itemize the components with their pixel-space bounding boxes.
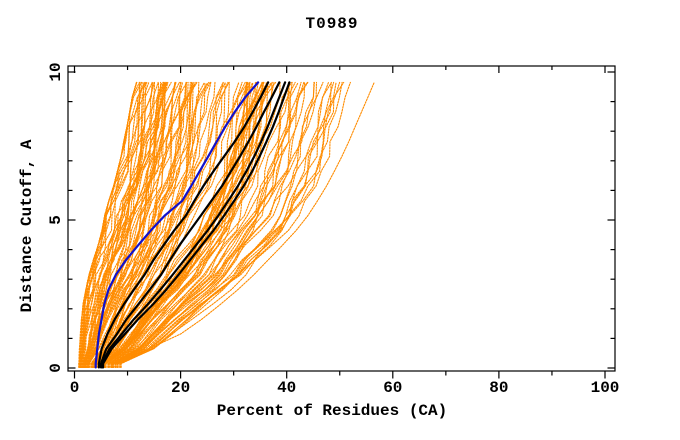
orange-model-curve — [115, 81, 343, 368]
chart-title: T0989 — [305, 15, 359, 33]
x-tick-label: 20 — [170, 379, 191, 397]
orange-model-curve — [84, 81, 154, 368]
x-tick-label: 60 — [383, 379, 403, 397]
orange-model-curve — [117, 81, 332, 368]
x-tick-label: 80 — [489, 379, 509, 397]
x-tick-label: 0 — [69, 379, 80, 397]
orange-model-curve — [81, 81, 169, 368]
orange-model-curve — [103, 81, 265, 368]
orange-model-curve — [95, 81, 198, 368]
orange-model-curve — [86, 81, 205, 368]
orange-model-curve — [111, 81, 281, 368]
x-axis-label: Percent of Residues (CA) — [216, 402, 448, 420]
orange-model-curve — [120, 81, 351, 368]
x-tick-label: 100 — [590, 379, 620, 397]
orange-model-curve — [117, 81, 345, 368]
orange-model-curve — [78, 81, 138, 368]
orange-model-curve — [120, 81, 337, 368]
orange-model-curve — [85, 81, 181, 368]
black-model-1-curve — [97, 81, 270, 369]
orange-model-curve — [95, 81, 229, 368]
orange-model-curve — [111, 81, 293, 368]
orange-model-curve — [80, 81, 145, 368]
orange-model-curve — [110, 81, 267, 368]
orange-model-curve — [84, 81, 187, 368]
blue-model-curve — [94, 81, 260, 369]
black-model-3-curve — [101, 81, 287, 369]
x-tick-label: 40 — [277, 379, 297, 397]
orange-model-curve — [114, 81, 308, 368]
orange-model-curve — [115, 81, 293, 368]
orange-model-curve — [112, 81, 315, 368]
orange-model-curve — [104, 81, 268, 368]
y-axis-label-text: Distance Cutoff, A — [18, 139, 36, 313]
black-model-4-curve — [102, 81, 291, 369]
plot-frame — [67, 65, 616, 372]
orange-model-curve — [87, 81, 189, 368]
orange-model-curve — [107, 81, 290, 368]
orange-model-curve — [93, 81, 187, 368]
orange-model-curve — [83, 81, 180, 368]
orange-model-curve — [115, 81, 332, 368]
orange-model-curve — [93, 81, 194, 368]
orange-model-curve — [117, 81, 341, 368]
black-model-2-curve — [99, 81, 281, 369]
orange-model-curve — [93, 81, 194, 368]
orange-model-curve — [93, 81, 206, 368]
orange-model-curve — [82, 81, 176, 368]
orange-outlier-curve — [111, 81, 375, 368]
orange-model-curve — [112, 81, 324, 368]
orange-model-curve — [112, 81, 305, 368]
